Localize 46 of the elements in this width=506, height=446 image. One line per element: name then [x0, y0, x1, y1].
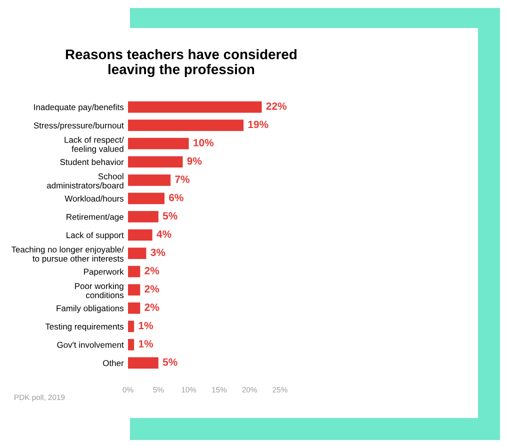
y-tick-label: Other — [103, 360, 124, 366]
data-label: 1% — [138, 322, 154, 330]
bar — [128, 320, 134, 332]
bar — [128, 174, 171, 186]
y-tick-label: Poor working conditions — [75, 282, 124, 298]
data-label: 6% — [169, 194, 184, 202]
data-label: 10% — [194, 139, 214, 146]
data-label: 9% — [187, 157, 202, 165]
bar — [128, 248, 146, 259]
y-tick-label: School administrators/board — [46, 173, 124, 188]
bar — [128, 192, 164, 204]
bar — [128, 101, 262, 113]
y-tick-label: Family obligations — [56, 305, 124, 313]
data-label: 5% — [162, 212, 178, 220]
bar — [128, 357, 158, 369]
bar — [128, 266, 140, 278]
y-tick-label: Teaching no longer enjoyable/ to pursue other interests — [11, 246, 124, 264]
data-label: 7% — [175, 176, 190, 183]
data-label: 1% — [138, 340, 154, 348]
data-label: 3% — [150, 248, 166, 256]
y-tick-label: Student behavior — [60, 158, 124, 166]
chart-title: Reasons teachers have considered leaving the profession — [66, 49, 296, 78]
y-tick-label: Paperwork — [84, 268, 124, 276]
bar — [128, 120, 244, 131]
data-label: 4% — [156, 230, 172, 238]
data-label: 22% — [266, 102, 286, 110]
bar — [128, 211, 158, 222]
y-tick-label: Retirement/age — [66, 214, 124, 222]
data-label: 2% — [144, 285, 160, 293]
bar — [128, 229, 152, 241]
y-tick-label: Inadequate pay/benefits — [34, 104, 124, 112]
y-tick-label: Stress/pressure/burnout — [34, 122, 124, 130]
bar — [128, 339, 134, 350]
bar — [128, 138, 189, 150]
bar — [128, 156, 183, 168]
y-tick-label: Workload/hours — [64, 195, 124, 202]
y-tick-label: Testing requirements — [45, 323, 124, 332]
data-label: 2% — [144, 304, 160, 311]
y-tick-label: Lack of respect/ feeling valued — [64, 136, 124, 154]
bar — [128, 302, 140, 314]
data-label: 2% — [144, 266, 160, 274]
data-label: 5% — [162, 358, 178, 366]
data-label: 19% — [248, 120, 268, 128]
y-tick-label: Gov't involvement — [57, 342, 124, 348]
y-tick-label: Lack of support — [66, 232, 124, 240]
bar — [128, 284, 140, 296]
